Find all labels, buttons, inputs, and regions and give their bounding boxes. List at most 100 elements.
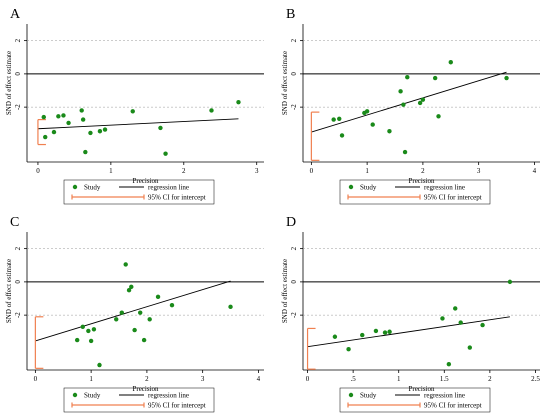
- x-tick-label: 1: [397, 375, 401, 383]
- x-tick-label: 1: [365, 167, 369, 175]
- study-point: [332, 334, 338, 339]
- legend-regression-label: regression line: [424, 184, 465, 192]
- regression-line: [37, 118, 239, 130]
- legend-regression-label: regression line: [148, 184, 189, 192]
- study-point: [337, 116, 342, 121]
- legend-regression-label: regression line: [148, 392, 189, 400]
- study-point: [387, 329, 392, 334]
- x-tick-label: 2.5: [531, 375, 540, 383]
- study-point: [61, 113, 66, 118]
- study-point: [420, 97, 426, 102]
- study-point: [86, 328, 91, 334]
- study-point: [401, 102, 406, 107]
- study-point: [97, 129, 103, 134]
- legend-box: [63, 179, 215, 205]
- legend-box: [63, 387, 215, 413]
- legend-ci-label: 95% CI for intercept: [424, 402, 482, 410]
- study-point: [126, 287, 132, 293]
- panel-letter: D: [286, 215, 296, 230]
- y-tick-label: 2: [290, 38, 298, 42]
- study-point: [504, 75, 509, 81]
- study-point: [402, 149, 408, 155]
- x-tick-label: 2: [182, 167, 186, 175]
- study-point: [66, 120, 71, 126]
- y-tick-label: 2: [14, 246, 22, 250]
- funnel-panel-b: B 2 0 -2 SND of effect estimate 0 1 2 3 4 Precisio…: [278, 2, 548, 207]
- x-tick-label: 1: [109, 167, 113, 175]
- legend-study-label: Study: [360, 392, 377, 400]
- x-tick-label: 3: [201, 375, 205, 383]
- study-point: [163, 151, 168, 156]
- legend-study-marker: [72, 392, 78, 398]
- legend-study-label: Study: [84, 184, 101, 192]
- panel-letter: A: [10, 7, 21, 22]
- x-tick-label: 0: [36, 167, 40, 175]
- study-point: [339, 133, 345, 138]
- x-tick-label: 1: [89, 375, 93, 383]
- study-point: [364, 109, 370, 114]
- funnel-panel-c: C 2 0 -2 SND of effect estimate 0 1 2 3 4 Precisio…: [2, 210, 272, 415]
- study-point: [114, 317, 119, 322]
- study-point: [80, 324, 85, 329]
- study-point: [79, 108, 84, 113]
- x-tick-label: 3: [477, 167, 481, 175]
- study-point: [138, 310, 143, 315]
- study-point: [88, 338, 94, 344]
- study-point: [448, 60, 453, 65]
- study-point: [405, 75, 410, 80]
- study-point: [446, 361, 452, 367]
- x-tick-label: 0: [306, 375, 310, 383]
- study-point: [209, 108, 214, 113]
- study-point: [331, 117, 336, 122]
- y-axis-title: SND of effect estimate: [281, 51, 289, 115]
- study-point: [480, 322, 485, 328]
- x-tick-label: .5: [351, 375, 357, 383]
- y-axis-title: SND of effect estimate: [281, 259, 289, 323]
- study-point: [370, 122, 375, 127]
- panel-letter: B: [286, 7, 295, 22]
- study-point: [346, 347, 351, 352]
- x-tick-label: 0: [34, 375, 38, 383]
- regression-line: [311, 71, 507, 133]
- y-tick-label: 2: [290, 246, 298, 250]
- study-point: [458, 320, 463, 325]
- study-point: [228, 304, 233, 310]
- study-point: [453, 306, 458, 311]
- x-tick-label: 0: [310, 167, 314, 175]
- x-axis-title: Precision: [408, 177, 435, 185]
- x-tick-label: 4: [533, 167, 537, 175]
- study-point: [155, 294, 161, 300]
- y-tick-label: 2: [14, 38, 22, 42]
- study-point: [387, 129, 392, 134]
- y-tick-label: -2: [290, 104, 298, 110]
- study-point: [123, 262, 128, 267]
- study-point: [432, 75, 438, 81]
- legend-study-label: Study: [84, 392, 101, 400]
- panel-letter: C: [10, 215, 19, 230]
- y-tick-label: 0: [290, 280, 298, 284]
- legend-study-marker: [348, 184, 354, 190]
- x-tick-label: 3: [255, 167, 259, 175]
- study-point: [56, 114, 61, 119]
- x-axis-title: Precision: [408, 385, 435, 393]
- study-point: [147, 317, 152, 322]
- study-point: [467, 345, 473, 350]
- y-tick-label: 0: [14, 72, 22, 76]
- legend-study-marker: [72, 184, 78, 190]
- study-point: [83, 149, 88, 155]
- study-point: [169, 302, 175, 308]
- y-tick-label: -2: [290, 312, 298, 318]
- y-axis-title: SND of effect estimate: [5, 51, 13, 115]
- study-point: [507, 279, 513, 285]
- legend-study-marker: [348, 392, 354, 398]
- legend-ci-label: 95% CI for intercept: [148, 194, 206, 202]
- study-point: [141, 337, 147, 343]
- funnel-panel-d: D 2 0 -2 SND of effect estimate 0.5 1 1.5 2 2.5 Pr…: [278, 210, 548, 415]
- study-point: [80, 117, 86, 122]
- y-tick-label: -2: [14, 104, 22, 110]
- study-point: [130, 109, 135, 114]
- regression-line: [307, 316, 510, 348]
